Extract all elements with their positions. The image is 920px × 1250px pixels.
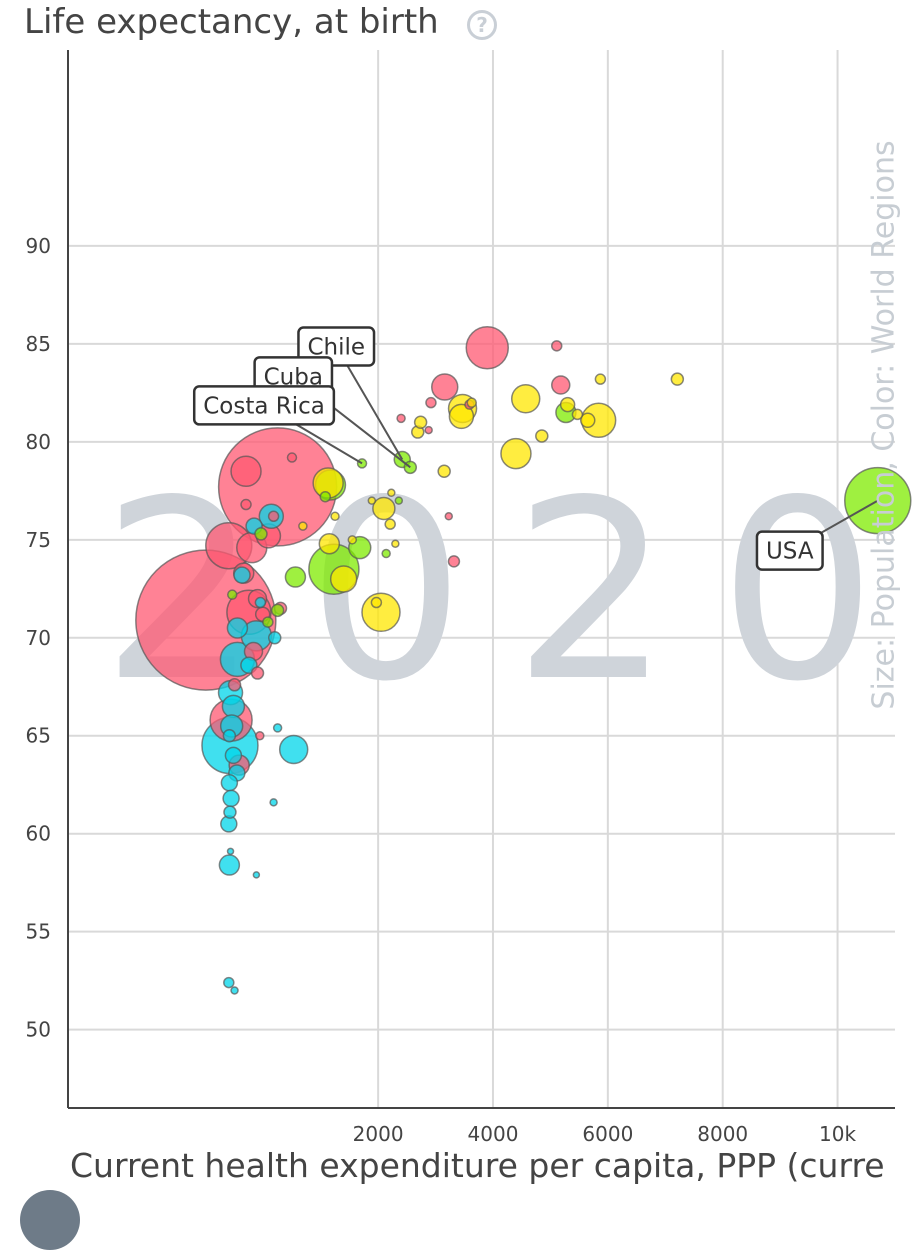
x-tick-label: 2000 bbox=[353, 1122, 404, 1146]
bubble[interactable] bbox=[267, 510, 280, 523]
bubble[interactable] bbox=[318, 532, 341, 555]
bubble[interactable] bbox=[510, 383, 541, 414]
label-box-costa-rica bbox=[192, 385, 336, 426]
y-tick-label: 55 bbox=[26, 920, 51, 944]
bubble[interactable] bbox=[227, 589, 238, 600]
bubble[interactable] bbox=[286, 452, 298, 463]
bubble[interactable] bbox=[551, 375, 571, 395]
bubble-layer bbox=[135, 326, 912, 995]
label-text-costa-rica: Costa Rica bbox=[203, 393, 325, 419]
bubble[interactable] bbox=[250, 666, 265, 680]
size-color-label: Size: Population, Color: World Regions bbox=[866, 140, 902, 710]
bubble[interactable] bbox=[230, 455, 262, 487]
bubble[interactable] bbox=[361, 592, 401, 633]
bubble[interactable] bbox=[330, 511, 340, 522]
x-tick-label: 8000 bbox=[697, 1122, 748, 1146]
x-tick-label: 4000 bbox=[468, 1122, 519, 1146]
bubble[interactable] bbox=[269, 798, 278, 807]
bubble[interactable] bbox=[370, 596, 383, 609]
bubble[interactable] bbox=[465, 326, 509, 370]
label-costa-rica[interactable]: Costa Rica bbox=[192, 385, 336, 426]
label-box-usa bbox=[755, 530, 824, 571]
bubble[interactable] bbox=[384, 518, 396, 530]
bubble[interactable] bbox=[227, 678, 242, 692]
x-axis-label: Current health expenditure per capita, P… bbox=[70, 1146, 885, 1185]
bubble[interactable] bbox=[329, 565, 358, 593]
bubble[interactable] bbox=[284, 566, 307, 588]
bubble[interactable] bbox=[559, 396, 576, 413]
bubble[interactable] bbox=[500, 437, 532, 470]
axis-layer: 2000 4000 6000 8000 10k 50 55 60 65 70 75 80 85 90 bbox=[26, 50, 895, 1146]
bubble[interactable] bbox=[347, 535, 358, 545]
y-tick-label: 80 bbox=[26, 430, 51, 454]
bubble[interactable] bbox=[254, 527, 268, 541]
y-tick-label: 90 bbox=[26, 234, 51, 258]
x-tick-label: 10k bbox=[819, 1122, 856, 1146]
bubble[interactable] bbox=[298, 521, 308, 531]
bubble[interactable] bbox=[218, 854, 241, 876]
bubble[interactable] bbox=[221, 694, 246, 719]
bubble[interactable] bbox=[444, 512, 454, 521]
bubble[interactable] bbox=[394, 496, 404, 505]
bubble[interactable] bbox=[437, 464, 451, 478]
bubble[interactable] bbox=[226, 617, 249, 639]
bubble[interactable] bbox=[233, 566, 251, 584]
chart-title: Life expectancy, at birth bbox=[24, 2, 439, 42]
bubble[interactable] bbox=[466, 397, 477, 408]
chart-canvas: 2020 2000 4000 6000 8000 10k5055606570758085… bbox=[26, 50, 912, 1146]
bubble[interactable] bbox=[579, 412, 596, 429]
bubble[interactable] bbox=[381, 548, 391, 559]
bubble[interactable] bbox=[254, 596, 267, 609]
bubble[interactable] bbox=[448, 403, 475, 430]
bubble[interactable] bbox=[278, 734, 309, 765]
bubble[interactable] bbox=[220, 774, 239, 792]
bubble[interactable] bbox=[262, 616, 274, 628]
bubble[interactable] bbox=[424, 425, 433, 435]
y-tick-label: 70 bbox=[26, 626, 51, 650]
bubble[interactable] bbox=[230, 986, 239, 995]
bubble[interactable] bbox=[222, 728, 237, 743]
y-tick-label: 85 bbox=[26, 332, 51, 356]
x-tick-label: 6000 bbox=[582, 1122, 633, 1146]
bubble[interactable] bbox=[396, 413, 406, 424]
bubble[interactable] bbox=[223, 805, 237, 819]
y-tick-label: 75 bbox=[26, 528, 51, 552]
help-icon[interactable]: ? bbox=[467, 10, 497, 40]
y-tick-label: 60 bbox=[26, 822, 51, 846]
bubble[interactable] bbox=[670, 372, 685, 386]
bubble[interactable] bbox=[387, 488, 396, 498]
bubble[interactable] bbox=[550, 340, 563, 352]
bubble[interactable] bbox=[430, 373, 459, 401]
label-box-chile bbox=[297, 326, 376, 367]
bubble[interactable] bbox=[223, 976, 235, 989]
bubble[interactable] bbox=[255, 730, 265, 741]
bubble[interactable] bbox=[272, 723, 283, 733]
bubble[interactable] bbox=[372, 496, 396, 521]
bubble[interactable] bbox=[571, 408, 584, 421]
bubble[interactable] bbox=[226, 847, 235, 856]
bubble[interactable] bbox=[252, 871, 261, 879]
bubble[interactable] bbox=[240, 498, 252, 511]
y-tick-label: 65 bbox=[26, 724, 51, 748]
y-tick-label: 50 bbox=[26, 1018, 51, 1042]
avatar[interactable] bbox=[20, 1190, 80, 1250]
bubble[interactable] bbox=[535, 429, 549, 443]
bubble[interactable] bbox=[268, 631, 282, 645]
bubble[interactable] bbox=[391, 539, 400, 548]
bubble[interactable] bbox=[425, 396, 437, 409]
label-text-usa: USA bbox=[766, 539, 814, 565]
label-usa[interactable]: USA bbox=[755, 530, 824, 571]
bubble[interactable] bbox=[447, 555, 461, 568]
bubble[interactable] bbox=[270, 603, 285, 618]
bubble[interactable] bbox=[594, 373, 607, 385]
bubble[interactable] bbox=[319, 490, 332, 503]
bubble[interactable] bbox=[413, 415, 428, 430]
bubble[interactable] bbox=[222, 789, 240, 808]
bubble[interactable] bbox=[367, 496, 377, 505]
bubble[interactable] bbox=[224, 746, 243, 765]
